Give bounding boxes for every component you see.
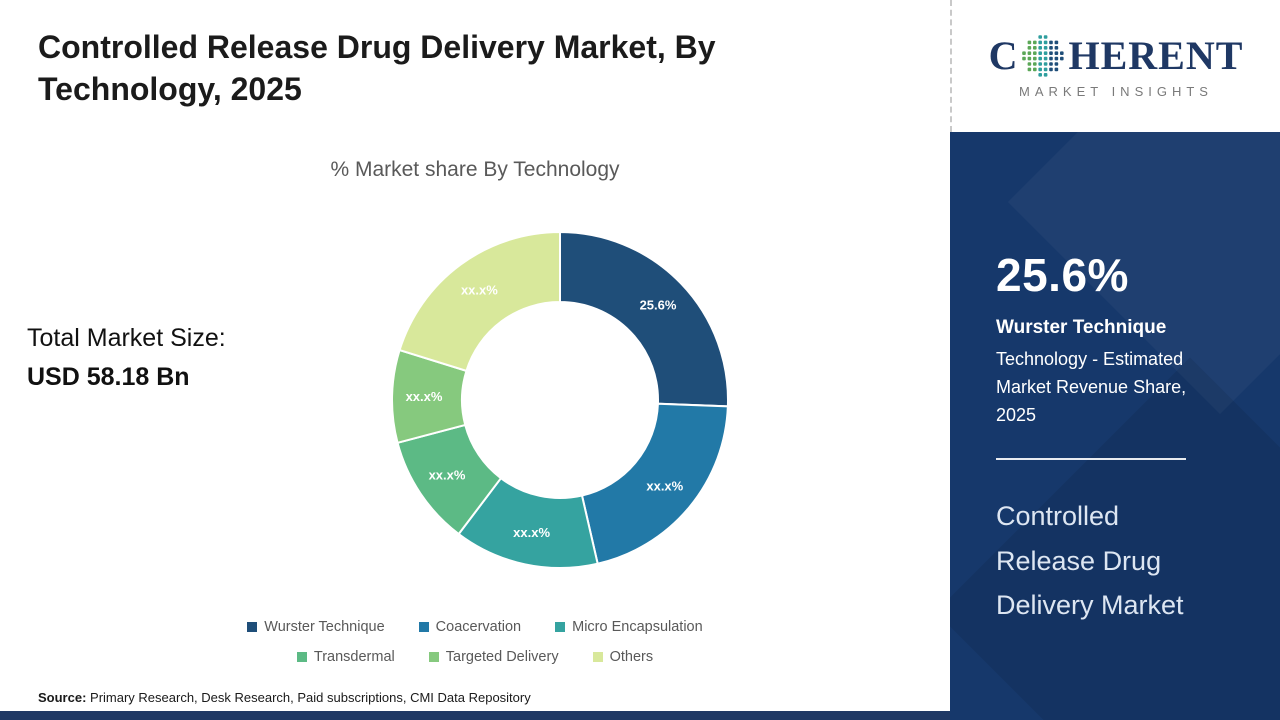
legend-label: Transdermal [313,649,395,665]
market-size-label: Total Market Size: [27,324,226,352]
globe-dot [1028,56,1032,60]
side-panel: C HERENT MARKET INSIGHTS 25.6% Wurster T… [950,0,1280,720]
globe-dot [1049,40,1054,44]
donut-chart: 25.6% xx.x% xx.x% xx.x% xx.x% xx.x% [391,230,729,569]
globe-dot [1044,50,1048,55]
globe-dot [1049,67,1054,71]
panel-content: 25.6% Wurster Technique Technology - Est… [950,132,1280,628]
globe-dot [1049,50,1054,55]
globe-dot [1038,61,1043,66]
globe-dot [1055,40,1059,44]
globe-dot [1049,56,1054,60]
source-line: Source: Primary Research, Desk Research,… [38,690,531,705]
globe-dot [1038,72,1043,77]
globe-dot [1033,45,1038,50]
bottom-accent-bar [0,711,1280,720]
chart-legend: Wurster Technique Coacervation Micro Encap… [0,612,950,672]
globe-dot [1028,67,1032,71]
globe-dot [1055,45,1059,50]
globe-dot [1044,61,1048,66]
legend-label: Micro Encapsulation [572,619,703,635]
globe-dot [1044,40,1048,44]
globe-dot [1038,34,1043,39]
highlight-stat-title: Wurster Technique [996,317,1167,338]
globe-dot [1044,45,1048,50]
globe-dot [1028,61,1032,66]
globe-dot [1022,50,1027,55]
donut-segment-label: 25.6% [640,298,677,313]
brand-wordmark: C HERENT [989,34,1244,78]
donut-segment-label: xx.x% [406,389,443,404]
legend-label: Others [609,649,654,665]
chart-title: % Market share By Technology [330,158,620,181]
globe-dot [1033,67,1038,71]
legend-label: Wurster Technique [264,619,385,635]
globe-dot [1038,40,1043,44]
globe-dot [1044,56,1048,60]
highlight-panel: 25.6% Wurster Technique Technology - Est… [950,132,1280,720]
globe-dot [1038,45,1043,50]
legend-swatch [592,652,603,662]
total-market-size: Total Market Size: USD 58.18 Bn [27,324,226,392]
globe-dot [1044,34,1048,39]
brand-letters-rest: HERENT [1068,32,1244,78]
brand-letter-c: C [988,32,1019,78]
globe-dot [1060,56,1065,60]
globe-dot [1038,50,1043,55]
legend-item-targeted-delivery: Targeted Delivery [428,649,559,665]
market-size-value: USD 58.18 Bn [27,363,190,391]
legend-swatch [555,622,566,632]
legend-swatch [418,622,429,632]
globe-dot [1033,40,1038,44]
highlight-stat-value: 25.6% [996,249,1129,301]
donut-segment-coacervation [580,402,729,565]
legend-label: Coacervation [435,619,522,635]
globe-dot [1044,67,1048,71]
globe-dot [1055,50,1059,55]
legend-swatch [296,652,307,662]
donut-segment-label: xx.x% [646,479,683,494]
donut-segment-wurster-technique [559,230,729,408]
source-text: Primary Research, Desk Research, Paid su… [86,690,531,705]
legend-item-micro-encapsulation: Micro Encapsulation [555,619,703,635]
page-title: Controlled Release Drug Delivery Market,… [38,29,716,108]
legend-swatch [247,622,258,632]
legend-item-others: Others [592,649,654,665]
globe-icon [1022,34,1065,77]
globe-dot [1033,56,1038,60]
panel-divider [996,457,1186,460]
brand-tagline: MARKET INSIGHTS [1019,83,1213,99]
legend-item-transdermal: Transdermal [296,649,395,665]
globe-dot [1022,56,1027,60]
legend-row-2: Transdermal Targeted Delivery Others [0,642,950,672]
donut-segment-label: xx.x% [461,283,498,298]
source-prefix: Source: [38,690,87,705]
globe-dot [1028,40,1032,44]
globe-dot [1028,45,1032,50]
globe-dot [1044,72,1048,77]
legend-swatch [428,652,439,662]
highlight-stat-description: Technology - Estimated Market Revenue Sh… [996,348,1187,426]
globe-dot [1049,45,1054,50]
legend-label: Targeted Delivery [445,649,559,665]
globe-dot [1033,50,1038,55]
globe-dot [1038,56,1043,60]
donut-segment-label: xx.x% [429,468,466,483]
globe-dot [1028,50,1032,55]
globe-dot [1055,56,1059,60]
donut-segment-label: xx.x% [513,525,550,540]
report-name: Controlled Release Drug Delivery Market [996,500,1184,621]
brand-logo: C HERENT MARKET INSIGHTS [950,0,1280,132]
legend-item-wurster-technique: Wurster Technique [247,619,385,635]
globe-dot [1033,61,1038,66]
legend-item-coacervation: Coacervation [418,619,522,635]
donut-segment-others [398,230,561,373]
globe-dot [1060,50,1065,55]
globe-dot [1055,67,1059,71]
globe-dot [1038,67,1043,71]
globe-dot [1049,61,1054,66]
globe-dot [1055,61,1059,66]
legend-row-1: Wurster Technique Coacervation Micro Encap… [0,612,950,642]
